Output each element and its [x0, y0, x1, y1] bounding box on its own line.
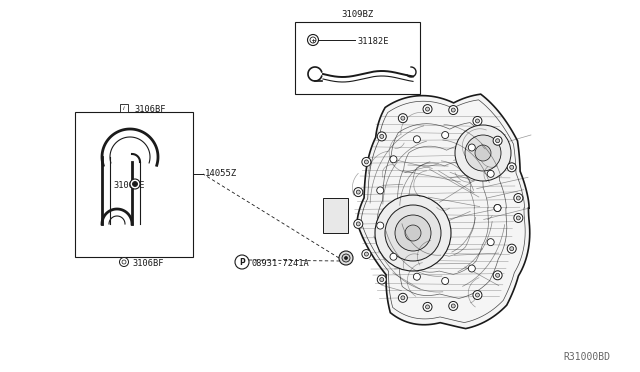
- Polygon shape: [357, 94, 530, 328]
- Circle shape: [380, 134, 384, 138]
- Text: 31182E: 31182E: [357, 36, 388, 45]
- Text: 14055Z: 14055Z: [205, 170, 237, 179]
- Circle shape: [423, 105, 432, 113]
- Circle shape: [451, 108, 455, 112]
- Circle shape: [426, 305, 429, 309]
- Circle shape: [465, 135, 501, 171]
- Circle shape: [130, 179, 140, 189]
- Circle shape: [476, 119, 479, 123]
- Circle shape: [487, 170, 494, 177]
- Circle shape: [354, 219, 363, 228]
- Circle shape: [380, 278, 384, 282]
- Bar: [75, 112, 193, 257]
- Text: 3106BF: 3106BF: [132, 259, 163, 267]
- Circle shape: [508, 244, 516, 253]
- Circle shape: [120, 257, 129, 266]
- Circle shape: [475, 145, 491, 161]
- Circle shape: [342, 254, 350, 262]
- Circle shape: [476, 293, 479, 297]
- Circle shape: [398, 114, 408, 123]
- Circle shape: [509, 165, 514, 169]
- Text: 08931-7241A: 08931-7241A: [252, 259, 310, 267]
- Circle shape: [362, 250, 371, 259]
- Circle shape: [310, 37, 316, 43]
- Circle shape: [356, 222, 360, 226]
- Circle shape: [413, 273, 420, 280]
- Circle shape: [455, 125, 511, 181]
- Circle shape: [509, 247, 514, 251]
- Circle shape: [516, 216, 520, 220]
- Bar: [120, 104, 128, 112]
- Circle shape: [473, 291, 482, 299]
- Circle shape: [364, 252, 369, 256]
- Circle shape: [442, 278, 449, 285]
- Circle shape: [377, 132, 387, 141]
- Circle shape: [401, 116, 405, 120]
- Circle shape: [514, 214, 523, 222]
- Circle shape: [122, 260, 126, 264]
- Circle shape: [473, 116, 482, 125]
- Circle shape: [494, 205, 501, 212]
- Circle shape: [493, 271, 502, 280]
- Circle shape: [354, 187, 363, 196]
- Circle shape: [356, 190, 360, 194]
- Circle shape: [493, 136, 502, 145]
- Circle shape: [468, 144, 476, 151]
- Circle shape: [132, 182, 138, 186]
- Circle shape: [449, 106, 458, 115]
- Circle shape: [487, 239, 494, 246]
- Circle shape: [375, 195, 451, 271]
- Circle shape: [508, 163, 516, 172]
- Text: i: i: [123, 106, 125, 112]
- Circle shape: [401, 296, 405, 300]
- Circle shape: [377, 275, 387, 284]
- Text: 3106BF: 3106BF: [134, 105, 166, 113]
- Bar: [323, 198, 348, 233]
- Circle shape: [514, 193, 523, 202]
- Text: 3109BZ: 3109BZ: [341, 10, 374, 19]
- Circle shape: [468, 265, 476, 272]
- Circle shape: [442, 132, 449, 138]
- Circle shape: [390, 156, 397, 163]
- Circle shape: [339, 251, 353, 265]
- Circle shape: [405, 225, 421, 241]
- Circle shape: [390, 253, 397, 260]
- Circle shape: [451, 304, 455, 308]
- Circle shape: [423, 302, 432, 311]
- Circle shape: [385, 205, 441, 261]
- Circle shape: [516, 196, 520, 200]
- Circle shape: [362, 157, 371, 166]
- Circle shape: [364, 160, 369, 164]
- Circle shape: [426, 107, 429, 111]
- Circle shape: [344, 257, 348, 260]
- Circle shape: [449, 301, 458, 311]
- Circle shape: [494, 205, 501, 212]
- Text: P: P: [239, 258, 245, 267]
- Circle shape: [495, 273, 500, 277]
- Circle shape: [413, 136, 420, 143]
- Circle shape: [377, 187, 384, 194]
- Circle shape: [307, 35, 319, 45]
- Circle shape: [395, 215, 431, 251]
- Text: 3106BE: 3106BE: [113, 182, 145, 190]
- Text: R31000BD: R31000BD: [563, 352, 610, 362]
- Circle shape: [398, 293, 408, 302]
- Circle shape: [495, 139, 500, 143]
- Circle shape: [377, 222, 384, 229]
- Circle shape: [235, 255, 249, 269]
- Bar: [295, 22, 420, 94]
